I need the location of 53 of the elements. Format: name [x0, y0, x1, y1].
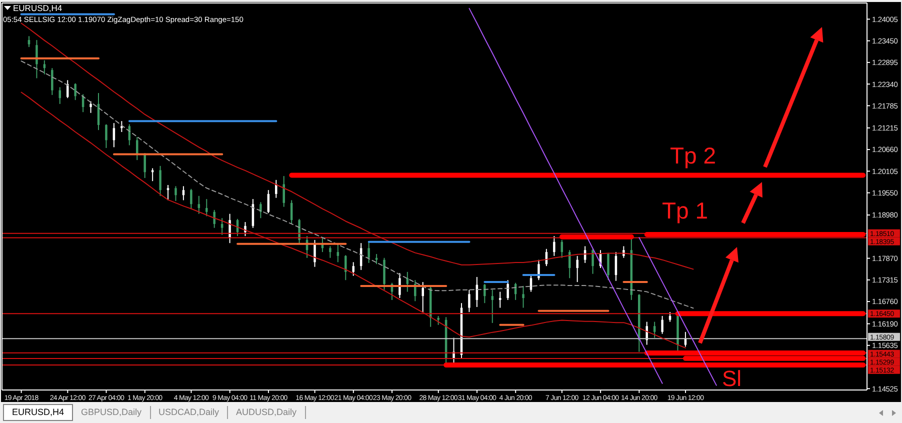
candlestick	[213, 209, 216, 228]
candlestick	[553, 236, 556, 256]
line-series	[638, 237, 717, 386]
candlestick	[205, 198, 208, 217]
candlestick	[43, 60, 46, 75]
candlestick	[90, 100, 92, 114]
candlestick	[668, 312, 672, 322]
candlestick	[661, 315, 664, 334]
candlestick	[329, 246, 332, 258]
candlestick	[228, 213, 231, 244]
candlestick	[352, 262, 354, 276]
candlestick	[576, 255, 578, 283]
chart-title: EURUSD,H4	[13, 3, 62, 13]
candlestick	[28, 36, 30, 48]
annotation: Tp 2	[670, 142, 716, 168]
candlestick	[646, 321, 648, 346]
text: AUDUSD,Daily	[228, 406, 306, 418]
candlestick	[422, 282, 424, 313]
candlestick	[522, 285, 524, 308]
candlestick	[282, 176, 285, 208]
candlestick	[51, 68, 54, 96]
candlestick	[368, 241, 370, 264]
text: GBPUSD,Daily	[73, 406, 151, 418]
candlestick	[220, 218, 224, 236]
candlestick	[105, 124, 108, 148]
candlestick	[275, 179, 278, 198]
candlestick	[198, 195, 200, 214]
candlestick	[622, 246, 625, 258]
candlestick	[414, 280, 416, 302]
annotation: Tp 1	[662, 198, 708, 224]
candlestick	[607, 252, 610, 281]
candlestick	[190, 188, 192, 210]
candlestick	[336, 243, 340, 263]
text: EURUSD,H4	[3, 404, 74, 420]
candlestick	[530, 274, 532, 292]
candlestick	[159, 165, 162, 196]
line-series	[468, 8, 663, 384]
annotation: Sl	[722, 366, 742, 392]
text: USDCAD,Daily	[150, 406, 228, 418]
candlestick	[468, 289, 470, 313]
candlestick	[484, 283, 486, 304]
candlestick	[653, 321, 656, 338]
candlestick	[344, 254, 347, 281]
candlestick	[174, 186, 177, 202]
candlestick	[506, 280, 509, 300]
candlestick	[491, 289, 494, 324]
candlestick	[260, 202, 262, 219]
candlestick	[74, 82, 76, 101]
candlestick	[398, 272, 401, 299]
candlestick	[314, 239, 316, 268]
candlestick	[36, 40, 38, 79]
candlestick	[592, 248, 594, 274]
candlestick	[120, 120, 123, 132]
